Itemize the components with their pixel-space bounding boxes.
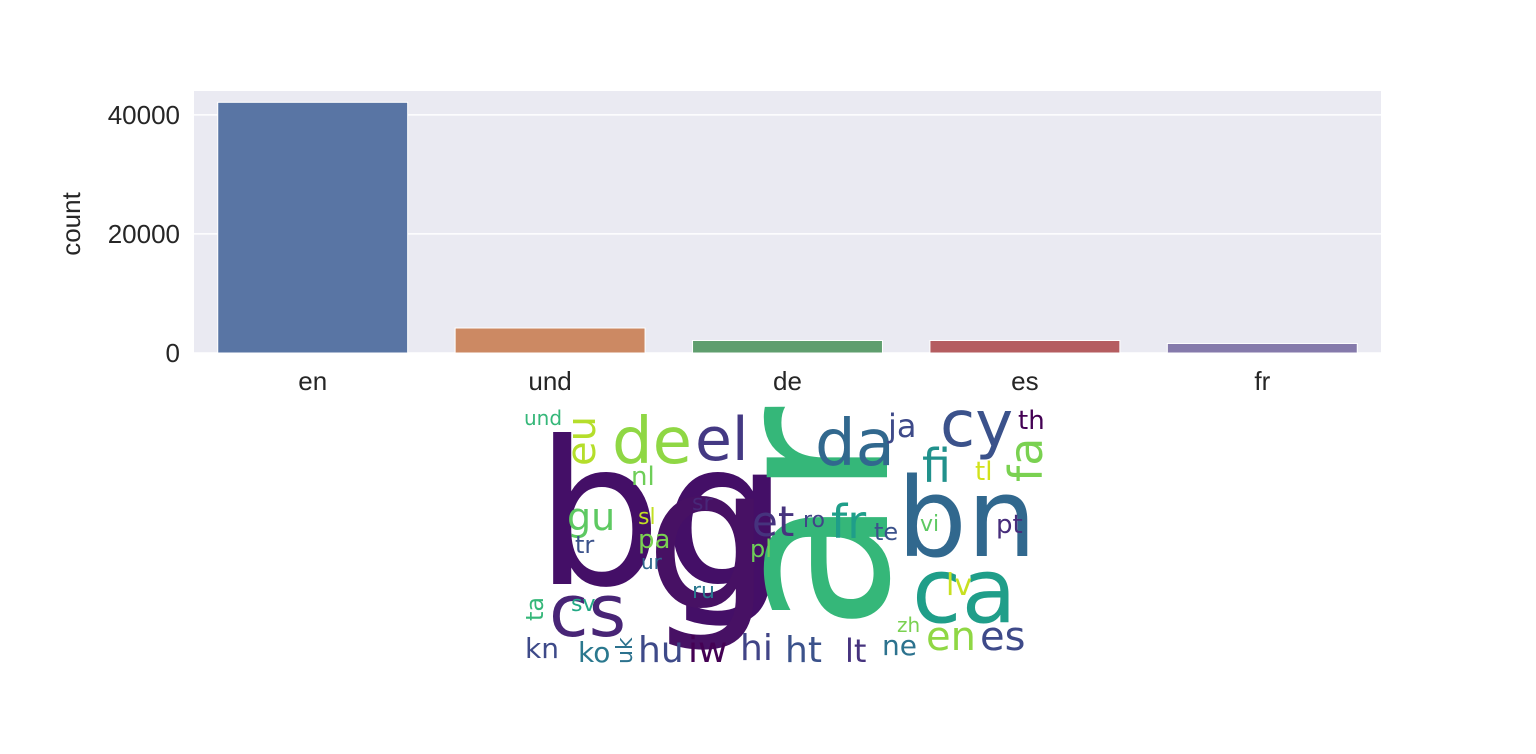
word-cloud-word: kn — [525, 632, 559, 665]
word-cloud-word: en — [926, 614, 976, 660]
word-cloud-word: zh — [897, 613, 920, 637]
word-cloud-word: th — [1018, 406, 1045, 436]
bars — [217, 101, 1358, 354]
bar-de — [692, 339, 883, 354]
word-cloud-word: ur — [641, 550, 663, 574]
word-cloud-word: cs — [549, 569, 626, 653]
word-cloud-word: sr — [692, 491, 713, 516]
word-cloud-word: ta — [521, 597, 549, 621]
word-cloud-word: lv — [946, 568, 972, 603]
y-axis-label: count — [56, 191, 86, 255]
bar-fr — [1166, 342, 1358, 354]
word-cloud-word: gu — [567, 495, 615, 539]
word-cloud-word: de — [612, 405, 692, 479]
y-axis-ticks: 0 20000 40000 — [108, 100, 180, 368]
x-tick-label: de — [773, 366, 802, 396]
word-cloud-word: lt — [845, 632, 866, 670]
bar-es — [929, 339, 1121, 354]
word-cloud-word: sv — [571, 592, 595, 617]
word-cloud-word: und — [524, 406, 562, 430]
x-tick-label: es — [1011, 366, 1038, 396]
word-cloud-word: te — [874, 518, 898, 546]
word-cloud-word: fa — [999, 438, 1053, 482]
word-cloud-word: sl — [638, 505, 656, 530]
word-cloud-word: da — [815, 407, 895, 481]
word-cloud-word: ko — [578, 636, 610, 669]
x-tick-label: en — [298, 366, 327, 396]
y-tick-label: 40000 — [108, 100, 180, 130]
word-cloud-word: ht — [785, 630, 822, 671]
word-cloud-word: bn — [897, 454, 1037, 582]
word-cloud-word: ne — [882, 629, 917, 662]
word-cloud-word: vi — [920, 512, 939, 537]
y-tick-label: 20000 — [108, 219, 180, 249]
word-cloud-word: ca — [912, 539, 1017, 644]
word-cloud-word: g — [645, 423, 772, 656]
word-cloud-word: ro — [803, 508, 825, 533]
word-cloud-word: pa — [638, 525, 670, 555]
word-cloud-word: el — [695, 405, 749, 475]
word-cloud-word: ja — [887, 407, 917, 445]
word-cloud-word: eu — [559, 416, 605, 466]
word-cloud-word: tl — [975, 457, 992, 487]
word-cloud-word: cy — [940, 388, 1013, 462]
x-tick-label: fr — [1254, 366, 1270, 396]
word-cloud-word: es — [980, 614, 1025, 660]
x-tick-label: und — [528, 366, 571, 396]
word-cloud-word: bg — [535, 399, 789, 632]
word-cloud-word: iw — [688, 630, 727, 671]
word-cloud-word: nl — [631, 462, 655, 492]
bar-en — [217, 101, 409, 354]
word-cloud-word: et — [752, 497, 794, 546]
bar-chart: 0 20000 40000 en und de es fr count — [56, 91, 1381, 396]
word-cloud-word: uk — [613, 637, 638, 664]
word-cloud-word: ru — [692, 579, 715, 604]
x-axis-ticks: en und de es fr — [298, 366, 1270, 396]
y-tick-label: 0 — [166, 338, 180, 368]
bar-und — [454, 327, 646, 354]
word-cloud-word: pt — [996, 510, 1023, 540]
word-cloud-word: hi — [740, 628, 773, 669]
word-cloud-word: ar — [683, 406, 939, 632]
word-cloud-word: fr — [831, 495, 866, 549]
word-cloud-word: pl — [750, 535, 772, 563]
word-cloud-word: fi — [922, 439, 951, 493]
word-cloud-word: hu — [638, 630, 684, 671]
word-cloud-word: tr — [575, 531, 594, 559]
